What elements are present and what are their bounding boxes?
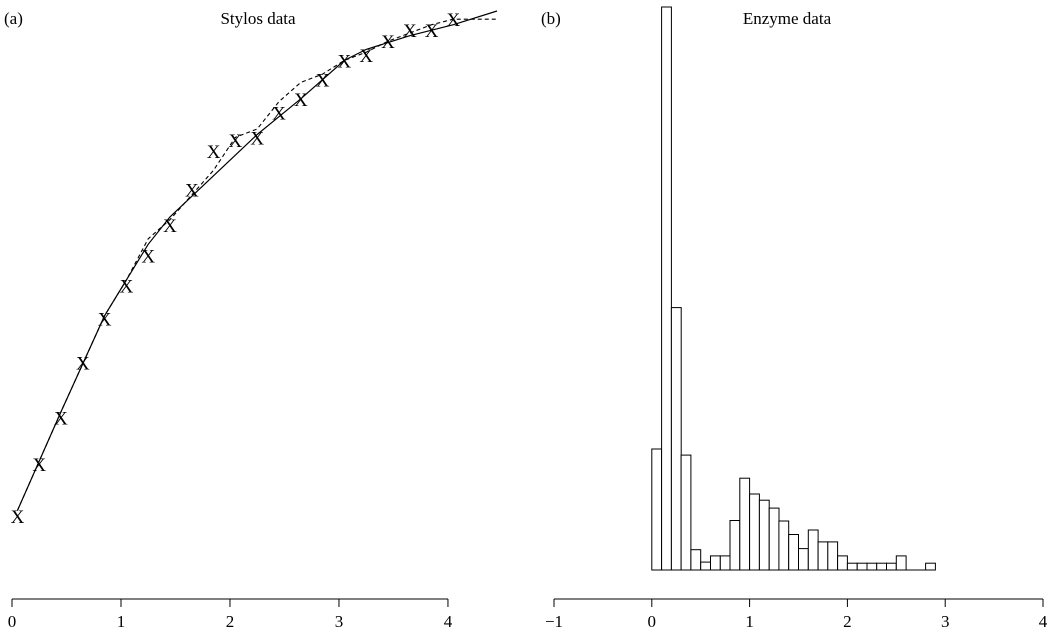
histogram-bar	[827, 541, 839, 571]
data-point-marker: X	[54, 408, 68, 429]
data-point-marker: X	[447, 10, 461, 31]
x-tick-label: 1	[117, 612, 126, 631]
histogram-bar	[710, 555, 721, 571]
histogram-bar	[749, 493, 760, 571]
data-point-marker: X	[32, 455, 46, 476]
data-point-marker: X	[403, 21, 417, 42]
x-tick-label: 0	[8, 612, 17, 631]
data-point-marker: X	[229, 131, 243, 152]
chart-title-enzyme: Enzyme data	[743, 9, 832, 28]
histogram-bar	[690, 549, 702, 571]
histogram-bar	[700, 561, 712, 571]
x-tick-label: 4	[1039, 612, 1048, 631]
histogram-bar	[817, 541, 829, 571]
enzyme-panel: −1 0 1 2 3 4	[545, 6, 1048, 631]
x-tick-label: 2	[226, 612, 235, 631]
histogram-bar	[895, 555, 907, 571]
histogram-bar	[758, 499, 770, 571]
data-point-marker: X	[316, 71, 330, 92]
x-tick-label: −1	[545, 612, 563, 631]
histogram-bar	[768, 507, 780, 571]
data-point-marker: X	[11, 507, 25, 528]
histogram-bar	[729, 520, 741, 571]
dashed-fit-line	[16, 18, 497, 511]
histogram-bar	[846, 562, 858, 571]
data-point-marker: X	[250, 128, 264, 149]
histogram-bar	[651, 448, 663, 571]
data-point-marker: X	[98, 309, 112, 330]
histogram-bar	[778, 520, 790, 571]
histogram-bar	[719, 555, 731, 571]
x-tick-label: 2	[843, 612, 852, 631]
data-point-marker: X	[272, 104, 286, 125]
histogram-bar	[807, 529, 819, 571]
x-tick-label: 4	[444, 612, 453, 631]
data-point-marker: X	[381, 32, 395, 53]
histogram-bar	[670, 307, 682, 571]
data-point-marker: X	[163, 216, 177, 237]
histogram-bar	[739, 477, 751, 571]
solid-fit-line	[16, 10, 498, 511]
histogram-bar	[856, 562, 868, 571]
data-point-marker: X	[338, 51, 352, 72]
x-tick-label: 1	[745, 612, 754, 631]
x-tick-label: 0	[648, 612, 657, 631]
data-point-marker: X	[294, 90, 308, 111]
chart-title-stylos: Stylos data	[220, 9, 296, 28]
data-point-marker: X	[141, 246, 155, 267]
histogram-bar	[925, 562, 936, 571]
data-point-marker: X	[185, 180, 199, 201]
data-point-marker: X	[425, 21, 439, 42]
histogram-bar	[661, 6, 672, 571]
histogram-bar	[837, 555, 848, 571]
data-point-marker: X	[359, 46, 373, 67]
x-tick-label: 3	[941, 612, 950, 631]
panel-label-a: (a)	[4, 9, 23, 28]
histogram-bar	[798, 548, 809, 571]
data-point-marker: X	[76, 353, 90, 374]
panel-label-b: (b)	[541, 9, 561, 28]
data-point-marker: X	[207, 142, 221, 163]
data-point-marker: X	[120, 277, 134, 298]
histogram-bar	[680, 454, 692, 571]
histogram-bar	[866, 562, 878, 571]
x-tick-label: 3	[335, 612, 344, 631]
histogram-bar	[788, 534, 800, 571]
histogram-bar	[876, 562, 888, 571]
histogram-bar	[886, 562, 897, 571]
